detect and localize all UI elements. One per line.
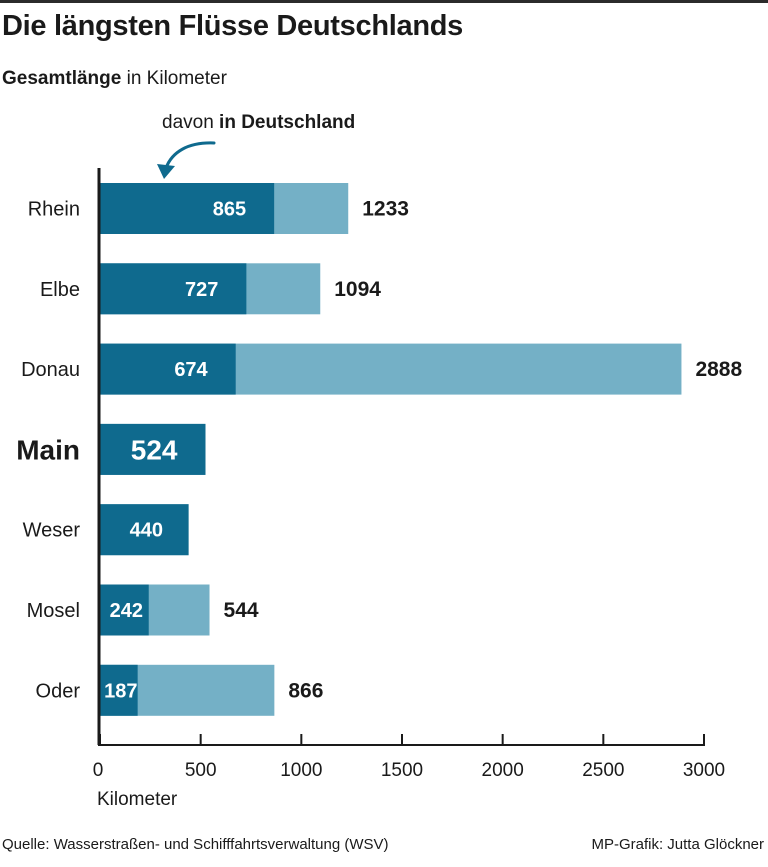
- category-label-weser: Weser: [23, 520, 81, 542]
- category-label-donau: Donau: [21, 359, 80, 381]
- bar-germany-weser: [100, 504, 189, 556]
- bar-total-label-mosel: 544: [224, 599, 259, 622]
- x-tick-label-2500: 2500: [582, 760, 624, 781]
- x-axis-label: Kilometer: [97, 789, 178, 810]
- bar-inner-label-elbe: 727: [185, 279, 218, 301]
- bar-inner-label-donau: 674: [174, 359, 208, 381]
- top-rule: [0, 0, 768, 3]
- graphic-credit: MP-Grafik: Jutta Glöckner: [591, 836, 764, 853]
- bar-germany-mosel: [100, 584, 149, 636]
- bar-germany-oder: [100, 664, 138, 716]
- bar-inner-label-rhein: 865: [213, 199, 246, 221]
- bar-inner-label-oder: 187: [104, 680, 137, 702]
- x-tick-label-500: 500: [185, 760, 217, 781]
- category-label-elbe: Elbe: [40, 279, 80, 301]
- bar-inner-label-weser: 440: [130, 520, 163, 542]
- bar-total-label-rhein: 1233: [362, 198, 409, 221]
- legend-bold: in Deutschland: [219, 112, 356, 133]
- chart-subtitle: Gesamtlänge in Kilometer: [2, 68, 227, 90]
- x-tick-label-2000: 2000: [482, 760, 524, 781]
- bar-total-label-elbe: 1094: [334, 278, 381, 301]
- legend-prefix: davon: [162, 112, 220, 133]
- bar-germany-rhein: [100, 183, 275, 234]
- bar-germany-donau: [100, 343, 236, 395]
- x-tick-label-1000: 1000: [280, 760, 322, 781]
- category-label-rhein: Rhein: [28, 199, 80, 221]
- chart-title: Die längsten Flüsse Deutschlands: [2, 10, 463, 42]
- bar-germany-main: [100, 423, 206, 475]
- x-tick-label-3000: 3000: [683, 760, 725, 781]
- bar-inner-label-main: 524: [131, 434, 178, 465]
- subtitle-rest: in Kilometer: [121, 68, 227, 89]
- bar-inner-label-mosel: 242: [110, 600, 143, 622]
- bar-total-label-donau: 2888: [695, 358, 742, 381]
- bar-germany-elbe: [100, 263, 247, 315]
- x-tick-label-1500: 1500: [381, 760, 423, 781]
- category-label-oder: Oder: [36, 680, 81, 702]
- legend-note: davon in Deutschland: [162, 112, 355, 134]
- legend-arrow: [164, 141, 216, 170]
- category-label-mosel: Mosel: [27, 600, 80, 622]
- category-label-main: Main: [16, 434, 80, 465]
- subtitle-bold: Gesamtlänge: [2, 68, 122, 89]
- source-note: Quelle: Wasserstraßen- und Schifffahrtsv…: [2, 836, 389, 853]
- legend-arrowhead: [157, 164, 175, 179]
- bar-total-label-oder: 866: [288, 679, 323, 702]
- x-tick-label-0: 0: [93, 760, 104, 781]
